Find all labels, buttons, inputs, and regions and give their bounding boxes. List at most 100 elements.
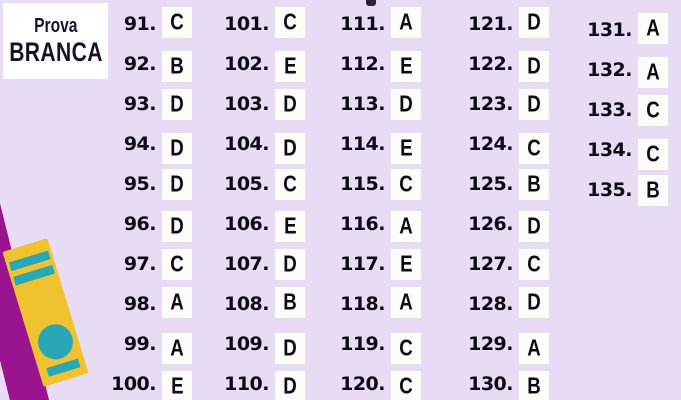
answer-letter: D <box>527 8 541 35</box>
answer-letter: D <box>283 372 297 399</box>
answer-item: 92. B <box>96 44 196 84</box>
answer-letter: C <box>399 170 413 197</box>
answer-letter-box: C <box>519 248 549 280</box>
book-stripe-icon <box>8 250 51 272</box>
book-stripe-icon <box>46 358 81 377</box>
answer-letter-box: D <box>162 132 192 164</box>
question-number: 106. <box>224 213 269 235</box>
answer-item: 120. C <box>325 364 425 400</box>
answer-letter: D <box>283 334 297 361</box>
answer-letter: C <box>527 134 541 161</box>
answer-letter: D <box>170 170 184 197</box>
answers-column-91-100: 91. C 92. B 93. D 94. D 95. D 96. D 97. C 98. A 99. A 100.… <box>96 0 196 400</box>
answer-letter-box: D <box>162 168 192 200</box>
answer-letter: A <box>646 58 660 85</box>
answer-item: 124. C <box>453 124 553 164</box>
question-number: 119. <box>340 333 385 355</box>
answer-letter-box: A <box>391 210 421 242</box>
answer-item: 129. A <box>453 324 553 364</box>
question-number: 121. <box>468 13 513 35</box>
answers-column-111-120: 111. A 112. E 113. D 114. E 115. C 116. A 117. E 118. A… <box>325 0 425 400</box>
answer-item: 106. E <box>209 204 309 244</box>
answer-letter: D <box>527 90 541 117</box>
answer-item: 112. E <box>325 44 425 84</box>
question-number: 135. <box>587 179 632 201</box>
answer-letter: D <box>170 212 184 239</box>
question-number: 128. <box>468 293 513 315</box>
test-version-card: Prova BRANCA <box>3 3 108 79</box>
question-number: 104. <box>224 133 269 155</box>
answer-letter-box: C <box>162 6 192 38</box>
answer-letter: D <box>527 288 541 315</box>
question-number: 99. <box>123 333 157 355</box>
answer-letter: B <box>527 372 541 399</box>
answer-letter: E <box>399 250 413 277</box>
answer-item: 93. D <box>96 84 196 124</box>
answers-column-131-135: 131. A 132. A 133. C 134. C 135. B <box>572 0 672 210</box>
question-number: 117. <box>340 253 385 275</box>
book-circle-icon <box>33 320 78 364</box>
answer-item: 131. A <box>572 10 672 50</box>
answer-letter-box: C <box>391 332 421 364</box>
answer-letter: C <box>399 334 413 361</box>
answer-item: 102. E <box>209 44 309 84</box>
answer-letter: D <box>283 90 297 117</box>
question-number: 97. <box>123 253 157 275</box>
answer-item: 95. D <box>96 164 196 204</box>
answer-letter-box: E <box>391 132 421 164</box>
answer-item: 99. A <box>96 324 196 364</box>
answer-item: 101. C <box>209 4 309 44</box>
question-number: 114. <box>340 133 385 155</box>
answer-item: 127. C <box>453 244 553 284</box>
answer-item: 115. C <box>325 164 425 204</box>
answer-item: 125. B <box>453 164 553 204</box>
answer-letter-box: D <box>519 88 549 120</box>
answer-letter-box: B <box>638 174 668 206</box>
question-number: 103. <box>224 93 269 115</box>
answer-letter: D <box>527 52 541 79</box>
answer-letter: C <box>170 250 184 277</box>
answers-column-101-110: 101. C 102. E 103. D 104. D 105. C 106. E 107. D 108. B… <box>209 0 309 400</box>
answer-letter-box: D <box>162 88 192 120</box>
answer-item: 128. D <box>453 284 553 324</box>
answer-item: 104. D <box>209 124 309 164</box>
question-number: 125. <box>468 173 513 195</box>
question-number: 102. <box>224 53 269 75</box>
question-number: 133. <box>587 99 632 121</box>
answer-item: 132. A <box>572 50 672 90</box>
answer-letter: D <box>527 212 541 239</box>
answer-item: 108. B <box>209 284 309 324</box>
answer-letter-box: A <box>391 286 421 318</box>
answer-letter-box: C <box>519 132 549 164</box>
question-number: 134. <box>587 139 632 161</box>
answer-letter-box: C <box>391 168 421 200</box>
answer-letter-box: A <box>638 12 668 44</box>
answer-letter: C <box>399 372 413 399</box>
answer-letter: C <box>170 8 184 35</box>
answer-letter: C <box>646 140 660 167</box>
answer-item: 110. D <box>209 364 309 400</box>
answer-item: 96. D <box>96 204 196 244</box>
answer-letter-box: B <box>519 370 549 400</box>
question-number: 131. <box>587 19 632 41</box>
answer-letter-box: C <box>162 248 192 280</box>
answer-item: 113. D <box>325 84 425 124</box>
answer-letter-box: D <box>275 132 305 164</box>
answer-item: 94. D <box>96 124 196 164</box>
question-number: 107. <box>224 253 269 275</box>
book-stripe-icon <box>13 264 56 286</box>
question-number: 108. <box>224 293 269 315</box>
answer-letter: B <box>646 176 660 203</box>
answer-item: 126. D <box>453 204 553 244</box>
answer-letter-box: D <box>391 88 421 120</box>
answer-item: 121. D <box>453 4 553 44</box>
answer-letter: A <box>527 334 541 361</box>
answer-letter-box: C <box>638 94 668 126</box>
magenta-book-spine <box>0 203 51 400</box>
answer-item: 135. B <box>572 170 672 210</box>
answer-letter-box: E <box>162 370 192 400</box>
answer-letter-box: D <box>275 370 305 400</box>
question-number: 132. <box>587 59 632 81</box>
answer-letter-box: C <box>638 138 668 170</box>
question-number: 111. <box>340 13 385 35</box>
